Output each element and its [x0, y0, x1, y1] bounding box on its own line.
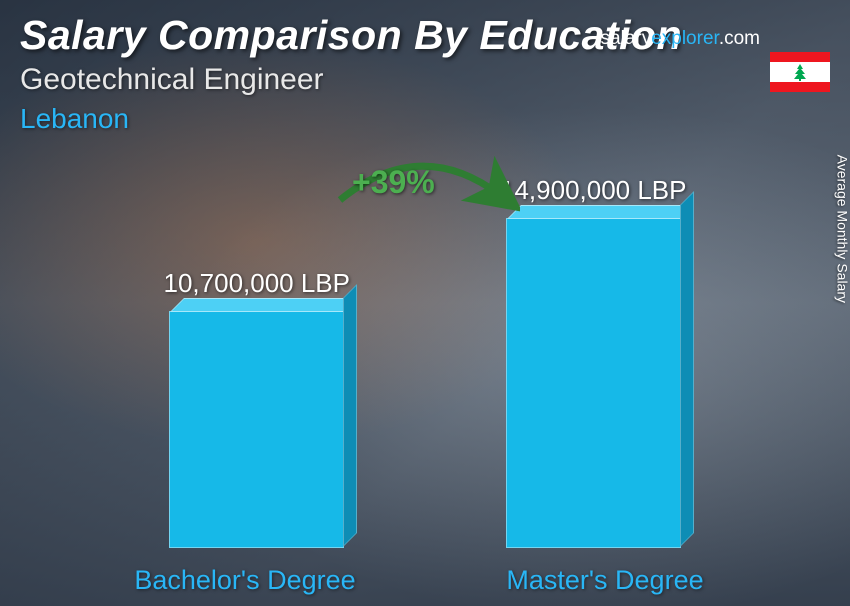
bars-container: 10,700,000 LBP 14,900,000 LBP — [0, 188, 850, 548]
brand-prefix: salary — [601, 28, 652, 49]
bar-group-bachelors: 10,700,000 LBP — [164, 268, 351, 548]
bar-top-face — [507, 205, 694, 219]
bar — [506, 218, 681, 548]
bar — [169, 311, 344, 548]
bar-value: 10,700,000 LBP — [164, 268, 351, 299]
xlabel: Bachelor's Degree — [115, 565, 375, 596]
xlabel: Master's Degree — [475, 565, 735, 596]
bar-group-masters: 14,900,000 LBP — [500, 175, 687, 548]
bar-side-face — [680, 191, 694, 547]
brand-logo: salaryexplorer.com — [601, 28, 760, 50]
bar-side-face — [343, 284, 357, 547]
brand-highlight: explorer — [651, 28, 719, 49]
yaxis-label: Average Monthly Salary — [834, 155, 850, 303]
bar-value: 14,900,000 LBP — [500, 175, 687, 206]
brand-suffix: .com — [719, 28, 760, 49]
percent-increase: +39% — [352, 164, 435, 201]
country-label: Lebanon — [20, 103, 830, 135]
flag-icon — [770, 52, 830, 92]
job-title: Geotechnical Engineer — [20, 63, 830, 97]
xaxis-labels: Bachelor's Degree Master's Degree — [0, 565, 850, 596]
bar-top-face — [170, 298, 357, 312]
